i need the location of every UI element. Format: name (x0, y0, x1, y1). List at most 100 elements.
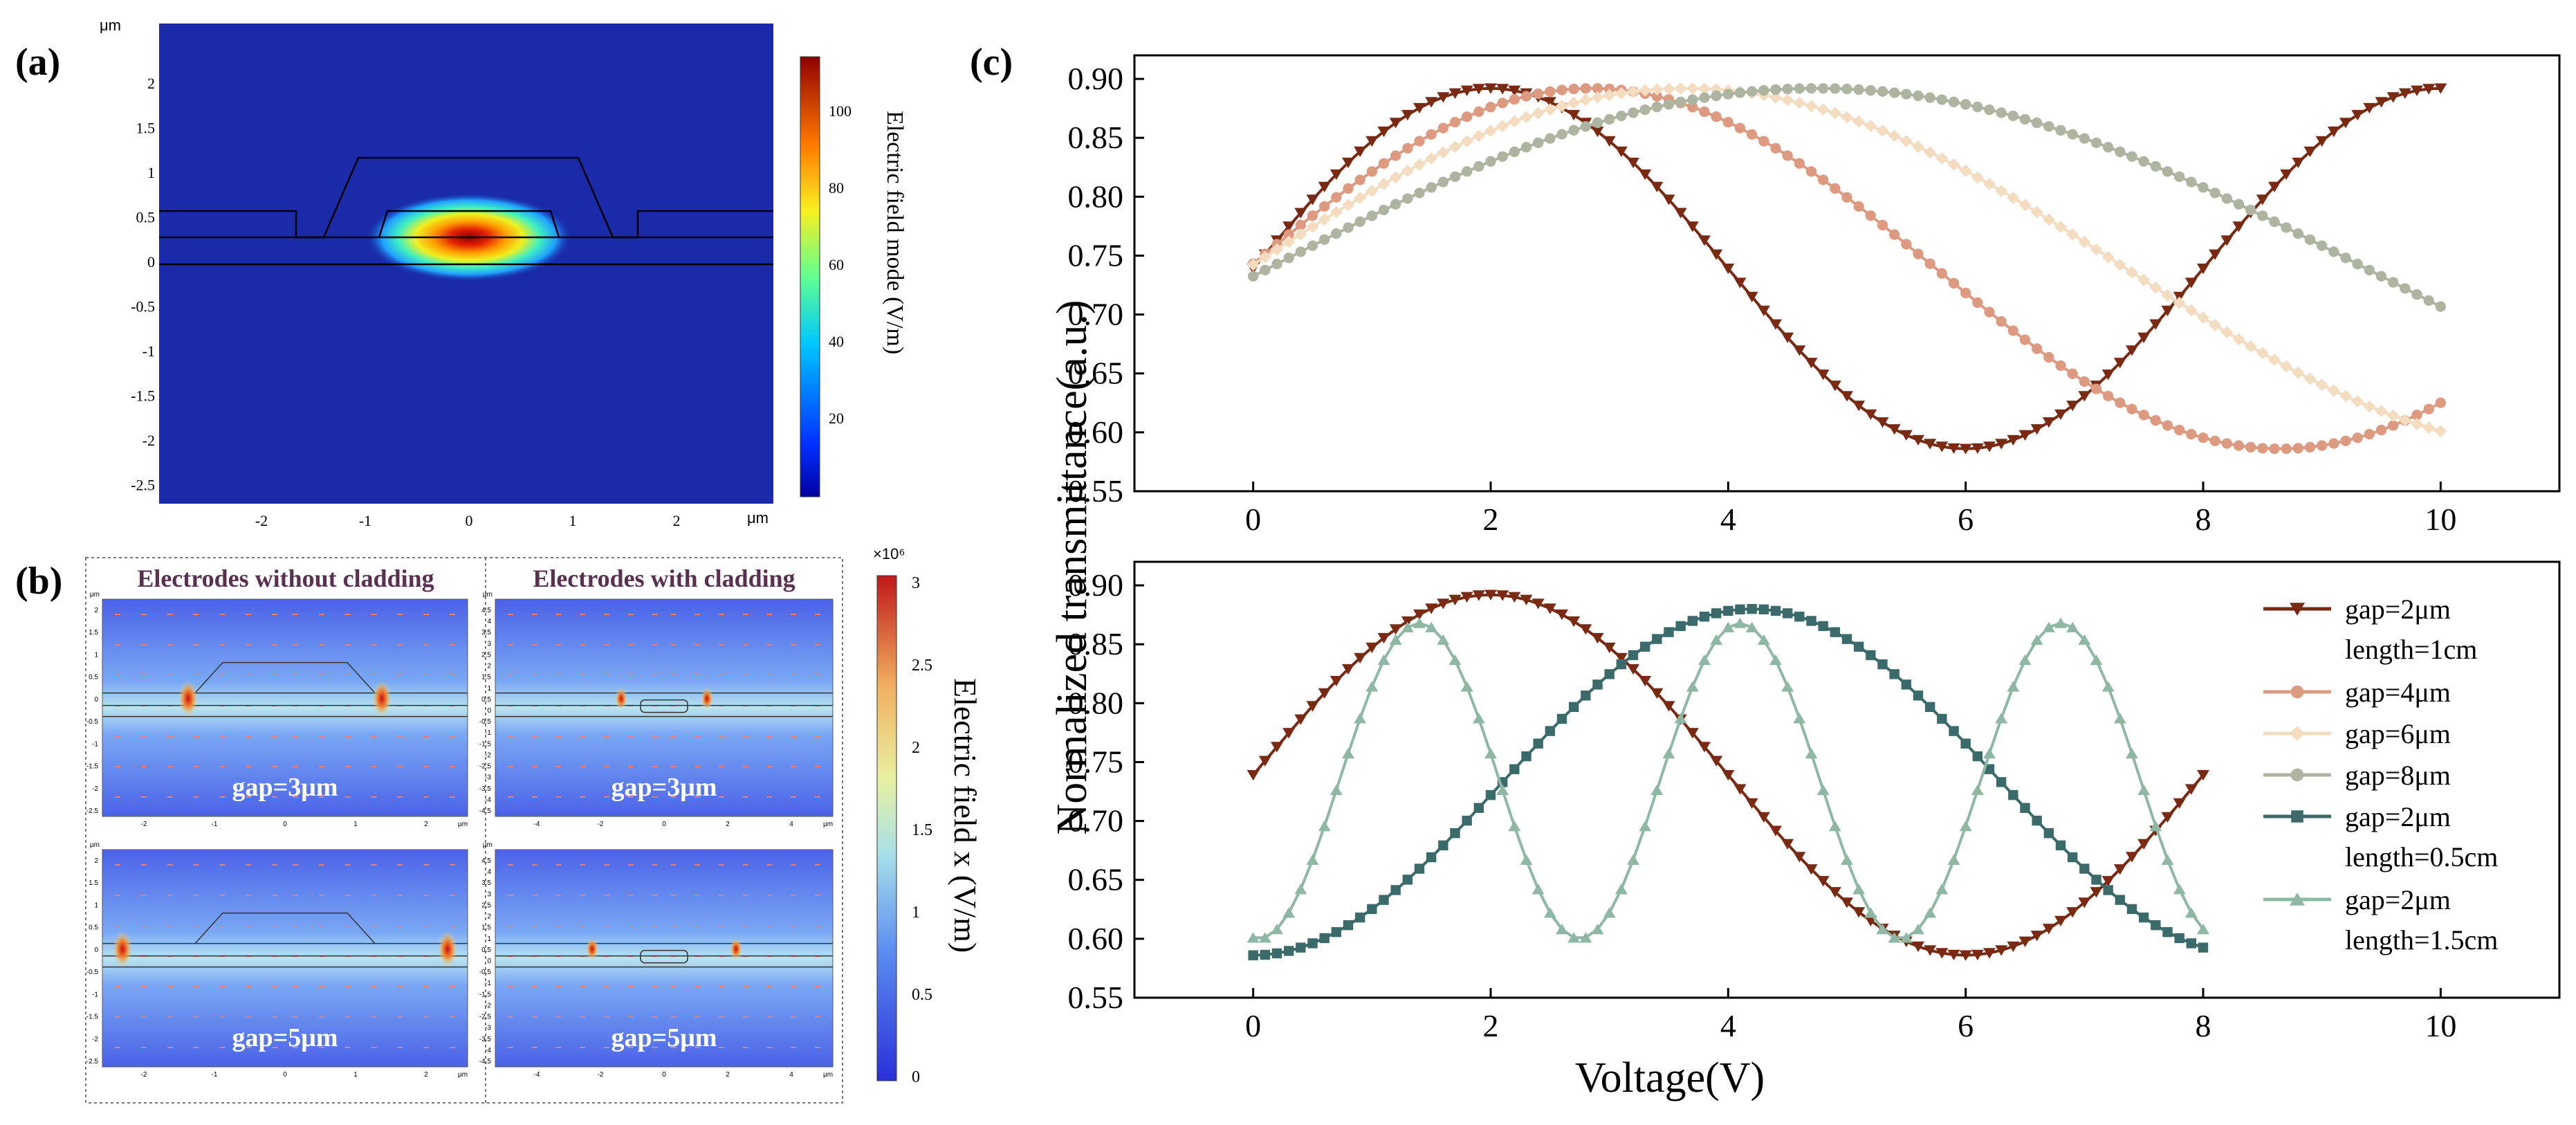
b-y-tick-label: -4 (485, 1047, 491, 1054)
c-data-point (1283, 253, 1294, 264)
c-data-point (1888, 424, 1901, 435)
c-data-point (1806, 616, 1816, 626)
c-data-point (1591, 91, 1604, 104)
c-data-point (1650, 784, 1664, 796)
b-y-tick-label: 3.5 (481, 879, 491, 887)
c-data-point (2198, 942, 2209, 953)
c-data-point (1888, 932, 1901, 943)
c-y-tick-label: 0.75 (1068, 744, 1124, 779)
c-data-point (1509, 146, 1520, 158)
c-y-tick-label: 0.85 (1068, 626, 1124, 661)
c-data-point (1734, 87, 1746, 98)
c-data-point (1805, 864, 1818, 875)
c-data-point (1852, 884, 1866, 895)
c-legend-label: gap=6μm (2345, 718, 2451, 749)
c-data-point (1604, 669, 1614, 679)
c-data-point (2150, 415, 2161, 426)
c-data-point (2042, 213, 2055, 226)
c-data-point (1628, 650, 1639, 661)
c-data-point (2340, 253, 2351, 264)
b-subplot: 4.5 4 3.5 3 2.5 2 1.5 1 0.5 0 -0.5 -1 -1.5 -2 -2.5 -3 -3… (479, 591, 834, 828)
c-data-point (2090, 383, 2102, 394)
c-data-point (1948, 96, 1960, 107)
c-data-point (2411, 85, 2423, 96)
c-data-point (2221, 438, 2232, 449)
c-x-tick-label: 6 (1958, 502, 1974, 537)
b-subplot-frame (102, 849, 468, 1068)
c-data-point (1852, 401, 1866, 412)
c-data-point (1438, 840, 1448, 851)
a-colorbar-tick-label: 80 (829, 179, 844, 196)
c-data-point (1390, 150, 1401, 161)
c-data-point (1414, 136, 1425, 147)
c-data-point (2269, 216, 2280, 228)
c-data-point (1425, 97, 1438, 108)
c-data-point (1343, 920, 1354, 931)
c-data-point (2162, 166, 2173, 177)
c-data-point (2101, 876, 2115, 887)
b-y-unit: μm (483, 841, 493, 849)
c-data-point (1782, 150, 1793, 161)
a-x-tick-label: 0 (466, 512, 473, 529)
a-colorbar-tick-label: 40 (829, 333, 844, 350)
c-data-point (1543, 603, 1556, 614)
c-data-point (1770, 605, 1781, 616)
c-data-point (2138, 410, 2149, 421)
c-data-point (2007, 681, 2020, 692)
c-data-point (2351, 395, 2364, 408)
c-data-point (1686, 681, 1699, 692)
c-data-point (2138, 156, 2149, 167)
c-data-point (1567, 932, 1581, 943)
c-data-point (1271, 742, 1283, 753)
c-data-point (1769, 319, 1782, 330)
c-data-point (2161, 812, 2174, 823)
c-data-point (1947, 443, 1960, 454)
c-data-point (1448, 654, 1462, 666)
c-data-point (1972, 101, 1983, 113)
c-data-point (1330, 169, 1343, 181)
c-data-point (1473, 161, 1484, 172)
c-data-point (1413, 102, 1426, 114)
c-data-point (1710, 756, 1723, 767)
b-colorbar-tick-label: 0.5 (912, 986, 932, 1004)
a-x-tick-label: -2 (255, 512, 268, 529)
c-data-point (1805, 747, 1818, 759)
c-data-point (1556, 84, 1567, 95)
b-y-tick-label: -2 (92, 1036, 98, 1043)
c-data-point (1888, 129, 1901, 143)
c-data-point (2137, 784, 2151, 796)
c-data-point (1543, 103, 1556, 116)
c-data-point (1949, 726, 1959, 736)
b-y-tick-label: -0.5 (86, 718, 99, 726)
b-y-tick-label: -0.5 (479, 718, 492, 726)
c-data-point (1996, 316, 2007, 327)
b-x-tick-label: 2 (424, 821, 428, 828)
c-data-point (1414, 188, 1425, 199)
b-y-tick-label: 0 (94, 946, 98, 954)
c-data-point (1793, 345, 1806, 356)
c-data-point (2375, 424, 2387, 436)
c-data-point (1722, 769, 1735, 781)
c-x-tick-label: 6 (1958, 1008, 1974, 1043)
c-data-point (1650, 83, 1664, 96)
c-data-point (1533, 738, 1543, 749)
c-data-point (1401, 164, 1414, 177)
b-hot-spot (586, 937, 598, 960)
c-data-point (1579, 93, 1592, 107)
c-data-point (2149, 319, 2162, 330)
c-data-point (1248, 271, 1259, 282)
c-data-point (2244, 340, 2257, 353)
b-x-unit: μm (458, 1071, 468, 1079)
c-data-point (1651, 101, 1662, 113)
c-data-point (1354, 652, 1367, 664)
c-data-point (1984, 307, 1995, 318)
c-data-point (2364, 264, 2375, 276)
c-data-point (1520, 142, 1532, 153)
c-data-point (2113, 864, 2126, 875)
c-data-point (2079, 376, 2090, 387)
c-data-point (1924, 907, 1937, 918)
c-data-point (1521, 751, 1531, 762)
c-data-point (2113, 713, 2126, 724)
c-data-point (1604, 113, 1615, 125)
